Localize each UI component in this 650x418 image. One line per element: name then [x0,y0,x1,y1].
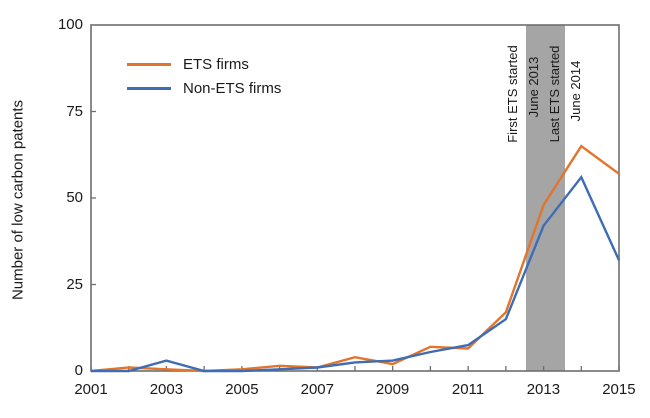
x-tick-label-2011: 2011 [451,381,485,398]
event-window-band [525,25,565,371]
y-axis-title: Number of low carbon patents [9,99,27,301]
x-tick-label-2007: 2007 [300,381,334,398]
y-tick-label-25: 25 [66,275,83,293]
x-tick-label-2013: 2013 [526,381,561,398]
y-tick-label-0: 0 [74,362,83,379]
legend: ETS firms Non-ETS firms [127,52,281,100]
annotation-june-2013: June 2013 [526,56,542,118]
annotation-first-ets-started: First ETS started [505,45,520,143]
x-tick-label-2001: 2001 [74,381,108,398]
y-tick-label-100: 100 [57,16,83,33]
legend-line-swatch-ets [127,62,171,66]
y-tick-label-50: 50 [66,189,83,206]
plot-border [90,24,620,372]
legend-item-non-ets: Non-ETS firms [127,76,281,100]
x-tick-label-2015: 2015 [602,381,636,398]
legend-item-ets: ETS firms [127,52,281,76]
series-line-non-ets [91,174,621,373]
legend-label-non-ets: Non-ETS firms [183,79,282,97]
legend-line-swatch-non-ets [127,86,171,90]
annotation-june-2014: June 2014 [568,60,583,122]
annotation-last-ets-started: Last ETS started [546,45,562,143]
legend-label-ets: ETS firms [183,55,249,73]
x-tick-label-2009: 2009 [375,381,410,398]
y-tick-label-75: 75 [66,102,83,120]
x-tick-label-2003: 2003 [149,381,184,398]
series-line-ets [90,144,620,373]
x-tick-label-2005: 2005 [225,381,259,398]
